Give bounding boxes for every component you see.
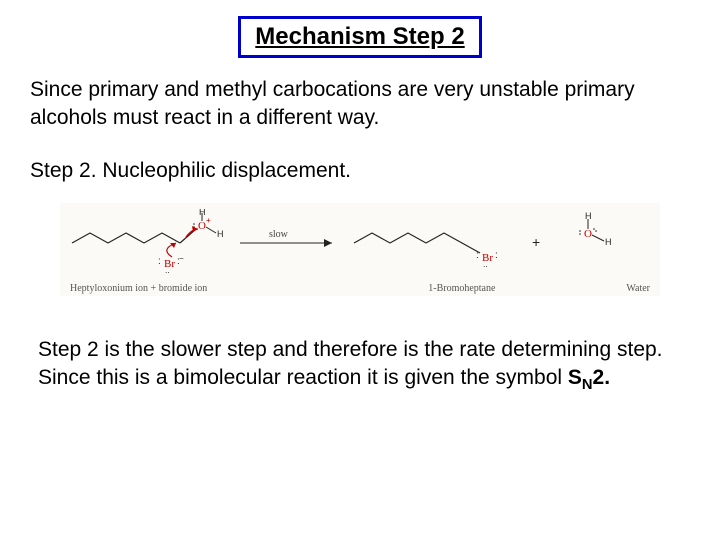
arrow-label: slow bbox=[269, 229, 289, 240]
reactant-caption: Heptyloxonium ion + bromide ion bbox=[70, 283, 207, 294]
diagram-captions: Heptyloxonium ion + bromide ion 1-Bromoh… bbox=[64, 279, 656, 294]
sn2-s: S bbox=[568, 366, 582, 389]
reaction-diagram: O + H H Br : : ‥ − slow Br : : ‥ + O bbox=[64, 209, 656, 279]
svg-text:−: − bbox=[179, 254, 184, 263]
footer-paragraph: Step 2 is the slower step and therefore … bbox=[30, 336, 690, 396]
svg-text::: : bbox=[158, 256, 161, 267]
page-title: Mechanism Step 2 bbox=[255, 23, 464, 50]
product1-caption: 1-Bromoheptane bbox=[428, 283, 495, 294]
svg-text:‥: ‥ bbox=[165, 268, 170, 275]
plus-sign: + bbox=[532, 234, 540, 250]
svg-text::: : bbox=[476, 250, 479, 261]
sn2-2: 2. bbox=[593, 366, 611, 389]
title-box: Mechanism Step 2 bbox=[238, 16, 481, 58]
step-heading: Step 2. Nucleophilic displacement. bbox=[30, 159, 690, 183]
intro-paragraph: Since primary and methyl carbocations ar… bbox=[30, 76, 690, 133]
svg-text:O: O bbox=[584, 228, 592, 240]
reaction-diagram-panel: O + H H Br : : ‥ − slow Br : : ‥ + O bbox=[60, 203, 660, 296]
title-container: Mechanism Step 2 bbox=[30, 10, 690, 76]
svg-text:‥: ‥ bbox=[483, 262, 488, 269]
svg-text:H: H bbox=[605, 237, 612, 247]
sn2-n: N bbox=[582, 377, 593, 393]
svg-text:+: + bbox=[206, 216, 211, 225]
svg-text:H: H bbox=[217, 229, 224, 239]
product2-caption: Water bbox=[626, 283, 650, 294]
svg-text:O: O bbox=[198, 220, 206, 232]
svg-text:H: H bbox=[199, 209, 206, 217]
svg-text:H: H bbox=[585, 211, 592, 221]
svg-text::: : bbox=[495, 250, 498, 261]
